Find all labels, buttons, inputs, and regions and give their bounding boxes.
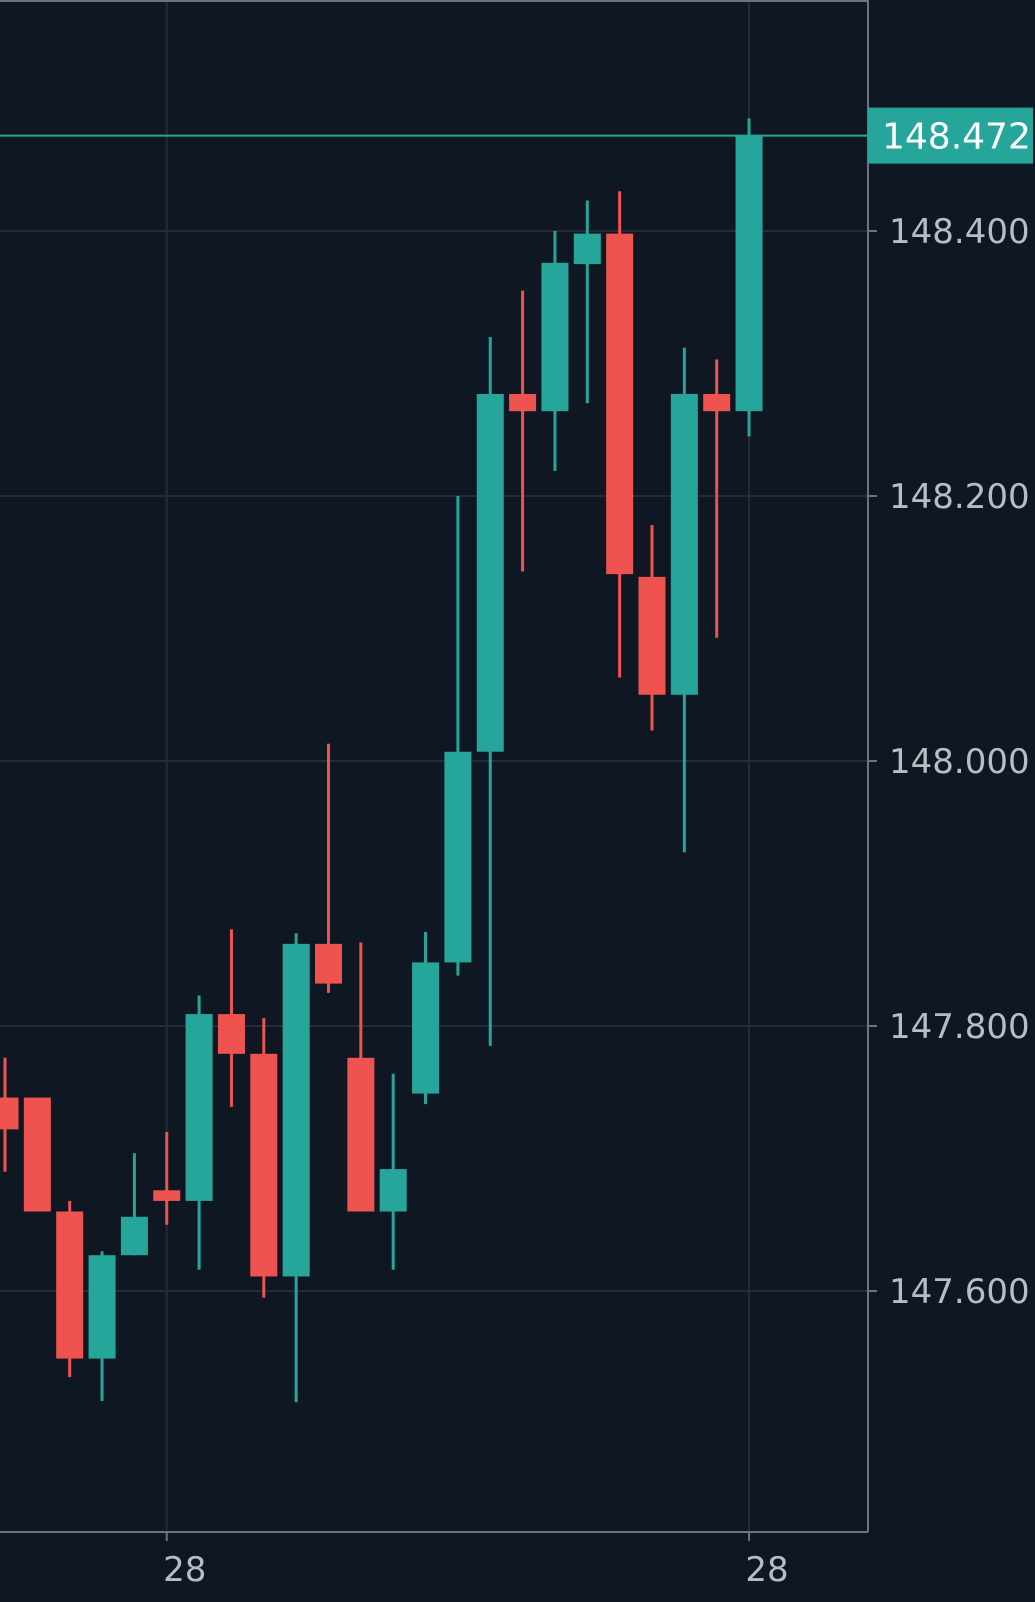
candle[interactable] — [315, 743, 342, 993]
candle-body[interactable] — [509, 393, 537, 412]
candle-body[interactable] — [444, 751, 472, 963]
candle-body[interactable] — [476, 393, 504, 752]
candle-body[interactable] — [638, 576, 666, 695]
candle[interactable] — [0, 1057, 19, 1172]
candle[interactable] — [606, 191, 634, 678]
candle-body[interactable] — [23, 1097, 51, 1212]
price-tick-label: 148.400 — [889, 212, 1030, 252]
candle-body[interactable] — [670, 393, 698, 695]
candle[interactable] — [476, 337, 504, 1046]
price-tick-label: 148.000 — [889, 742, 1030, 782]
price-tick-label: 147.800 — [889, 1007, 1030, 1047]
candle-body[interactable] — [315, 943, 342, 984]
candle[interactable] — [509, 290, 537, 572]
price-tick-label: 147.600 — [889, 1272, 1030, 1312]
candle-body[interactable] — [185, 1014, 213, 1201]
candle[interactable] — [282, 933, 310, 1403]
candle-body[interactable] — [153, 1190, 181, 1201]
candle-body[interactable] — [703, 393, 731, 412]
candle-body[interactable] — [282, 943, 310, 1277]
candles[interactable] — [0, 118, 763, 1403]
price-tick-label: 148.200 — [889, 477, 1030, 517]
candle[interactable] — [56, 1200, 84, 1378]
price-axis[interactable]: 148.400 148.200 148.000 147.800 147.600 — [868, 212, 1030, 1312]
candle[interactable] — [670, 347, 698, 853]
candle[interactable] — [153, 1132, 181, 1225]
candle-body[interactable] — [120, 1216, 148, 1256]
candle[interactable] — [541, 231, 569, 471]
candle-body[interactable] — [56, 1211, 84, 1359]
current-price-badge — [868, 107, 1033, 164]
candle[interactable] — [379, 1073, 407, 1270]
candle-body[interactable] — [379, 1169, 407, 1212]
candle[interactable] — [347, 942, 375, 1212]
candle-body[interactable] — [541, 262, 569, 412]
candle[interactable] — [88, 1251, 116, 1401]
candle[interactable] — [573, 200, 601, 404]
candle-body[interactable] — [735, 135, 763, 412]
current-price-indicator: 148.472 — [0, 107, 1033, 164]
candle[interactable] — [638, 525, 666, 731]
candle[interactable] — [735, 118, 763, 437]
candle-body[interactable] — [412, 962, 440, 1094]
candle[interactable] — [120, 1153, 148, 1256]
candle[interactable] — [412, 931, 440, 1105]
candle-body[interactable] — [217, 1014, 245, 1054]
plot-frame — [0, 0, 869, 1533]
candle-body[interactable] — [573, 233, 601, 265]
candle[interactable] — [185, 995, 213, 1270]
candle-body[interactable] — [250, 1053, 278, 1277]
candle-body[interactable] — [347, 1057, 375, 1212]
time-axis[interactable]: 28 28 — [163, 1532, 789, 1590]
candle[interactable] — [703, 359, 731, 638]
candle-body[interactable] — [0, 1097, 19, 1130]
time-tick-label: 28 — [163, 1550, 206, 1590]
candle-body[interactable] — [606, 233, 634, 575]
candle[interactable] — [217, 929, 245, 1107]
candle[interactable] — [444, 496, 472, 976]
current-price-label: 148.472 — [882, 117, 1031, 158]
time-tick-label: 28 — [745, 1550, 788, 1590]
candle[interactable] — [250, 1018, 278, 1298]
candle[interactable] — [23, 1097, 51, 1212]
candle-body[interactable] — [88, 1255, 116, 1359]
